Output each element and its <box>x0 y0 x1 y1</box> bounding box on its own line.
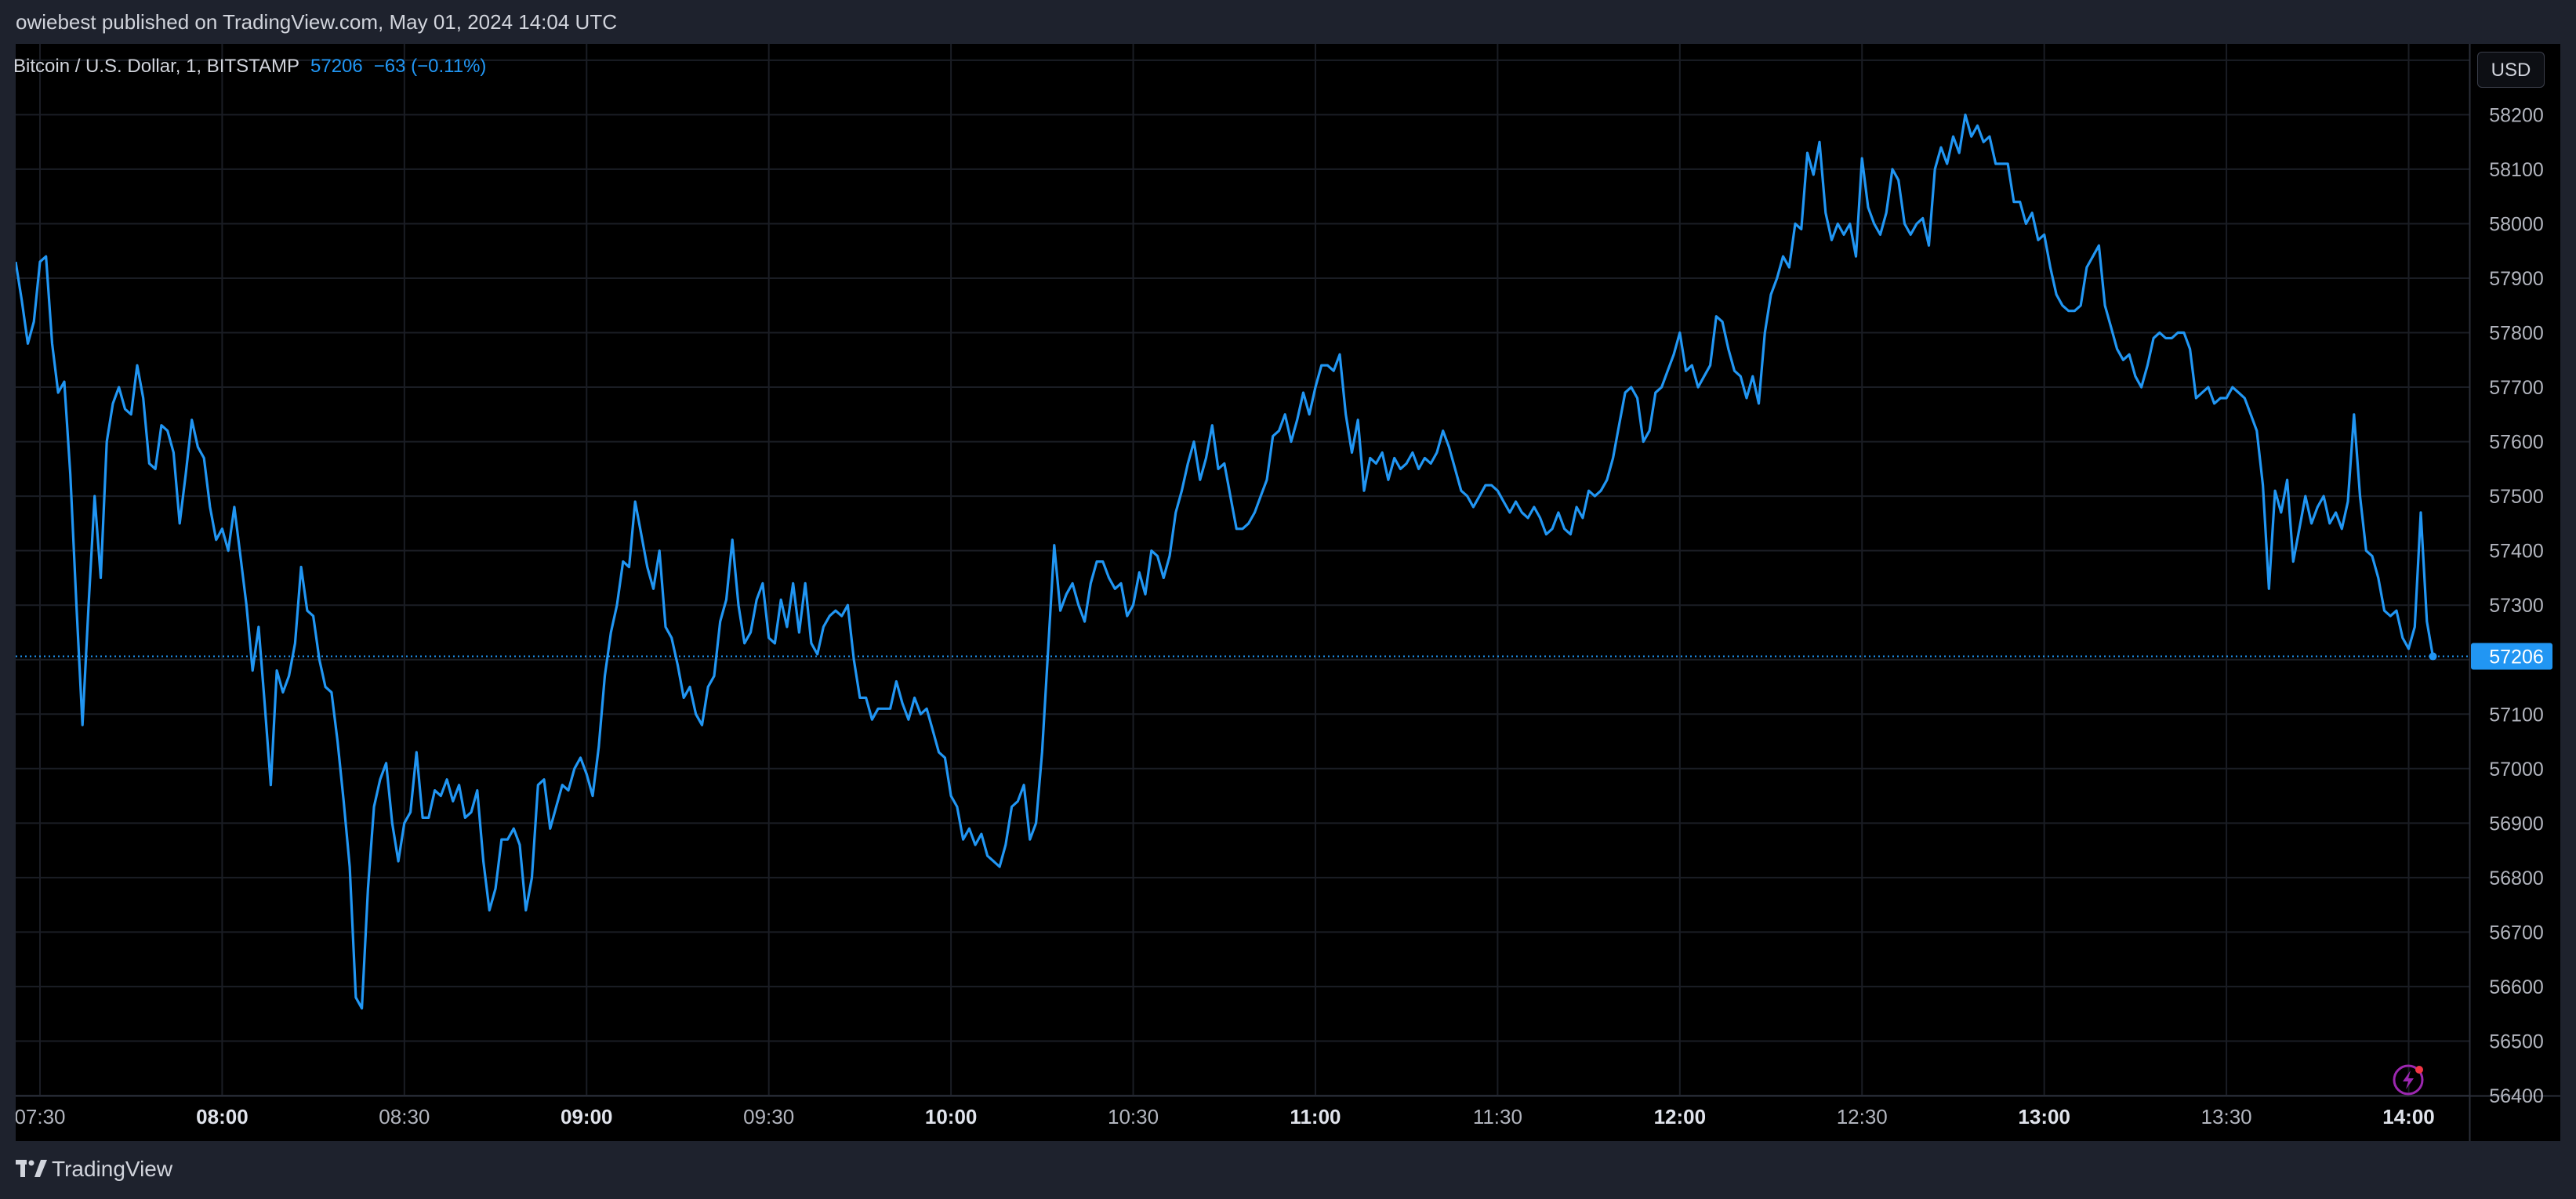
y-tick-label: 57300 <box>2489 595 2544 617</box>
publisher-header: owiebest published on TradingView.com, M… <box>0 0 2576 44</box>
price-line <box>16 113 2435 1010</box>
x-tick-label: 13:30 <box>2201 1105 2252 1128</box>
footer: TradingView <box>0 1141 2576 1199</box>
y-tick-label: 56700 <box>2489 922 2544 944</box>
brand-name[interactable]: TradingView <box>52 1157 173 1181</box>
symbol-name: Bitcoin / U.S. Dollar, 1, BITSTAMP <box>13 56 299 77</box>
x-tick-label: 14:00 <box>2382 1105 2435 1128</box>
x-tick-label: 10:30 <box>1108 1105 1159 1128</box>
y-tick-label: 57600 <box>2489 432 2544 454</box>
x-tick-label: 09:30 <box>743 1105 794 1128</box>
last-price-tag-label: 57206 <box>2489 647 2544 668</box>
y-tick-label: 58100 <box>2489 159 2544 181</box>
x-tick-label: 12:30 <box>1837 1105 1888 1128</box>
chart-area[interactable]: 56400 56500 56600 56700 56800 56900 57000 57100… <box>16 44 2560 1141</box>
x-tick-label: 11:00 <box>1290 1105 1341 1128</box>
y-tick-label: 57500 <box>2489 486 2544 508</box>
y-tick-label: 56800 <box>2489 868 2544 889</box>
x-tick-label: 12:00 <box>1654 1105 1707 1128</box>
series-layer <box>16 113 2437 1010</box>
axis-layer: 56400 56500 56600 56700 56800 56900 57000 57100… <box>16 44 2560 1141</box>
grid-layer <box>16 44 2469 1096</box>
legend-change: −63 (−0.11%) <box>373 56 487 77</box>
tradingview-logo-icon[interactable] <box>16 1160 47 1177</box>
x-tick-label: 10:00 <box>925 1105 978 1128</box>
y-tick-label: 56900 <box>2489 813 2544 835</box>
lightning-icon[interactable] <box>2393 1064 2424 1096</box>
y-tick-label: 57000 <box>2489 759 2544 781</box>
y-tick-label: 57400 <box>2489 541 2544 563</box>
price-chart[interactable]: 56400 56500 56600 56700 56800 56900 57000 57100… <box>16 44 2560 1141</box>
y-tick-label: 58200 <box>2489 104 2544 126</box>
y-tick-label: 57900 <box>2489 268 2544 290</box>
y-tick-label: 56500 <box>2489 1031 2544 1052</box>
y-tick-label: 57100 <box>2489 704 2544 726</box>
publisher-text: owiebest published on TradingView.com, M… <box>16 10 617 34</box>
y-tick-label: 56400 <box>2489 1085 2544 1107</box>
x-tick-label: 13:00 <box>2018 1105 2070 1128</box>
last-price-point <box>2429 652 2437 661</box>
x-tick-label: 07:30 <box>16 1105 66 1128</box>
y-tick-label: 57800 <box>2489 323 2544 345</box>
x-tick-label: 09:00 <box>561 1105 613 1128</box>
symbol-legend[interactable]: Bitcoin / U.S. Dollar, 1, BITSTAMP 57206−… <box>13 55 486 78</box>
y-tick-label: 57700 <box>2489 377 2544 399</box>
y-tick-label: 58000 <box>2489 213 2544 235</box>
x-tick-label: 08:30 <box>379 1105 430 1128</box>
legend-price: 57206 <box>310 56 363 77</box>
last-price-tag <box>2471 643 2552 670</box>
x-tick-label: 08:00 <box>196 1105 249 1128</box>
x-tick-label: 11:30 <box>1473 1105 1522 1128</box>
y-tick-label: 56600 <box>2489 976 2544 998</box>
currency-button[interactable]: USD <box>2477 52 2545 88</box>
